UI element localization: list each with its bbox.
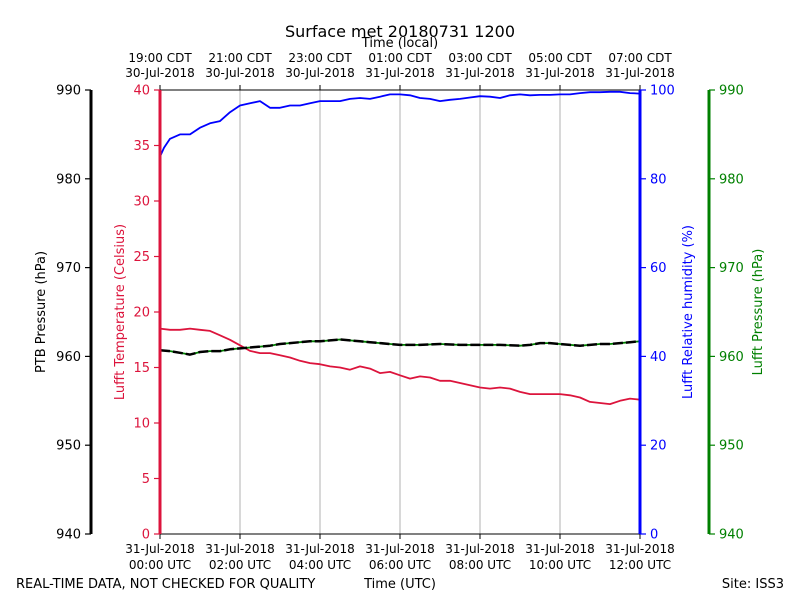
y-tick-label-lufft_p: 970 [719, 261, 744, 276]
x-top-tick-label-time: 21:00 CDT [208, 51, 272, 65]
x-top-tick-label-time: 03:00 CDT [448, 51, 512, 65]
y-tick-label-temp: 40 [133, 84, 150, 99]
x-top-tick-label-time: 05:00 CDT [528, 51, 592, 65]
x-top-tick-label-date: 30-Jul-2018 [125, 66, 195, 80]
x-tick-label-date: 31-Jul-2018 [285, 542, 355, 556]
footer-site: Site: ISS3 [722, 577, 784, 592]
chart-title: Surface met 20180731 1200 [285, 22, 515, 41]
y-tick-label-lufft_p: 940 [719, 528, 744, 543]
x-top-tick-label-time: 19:00 CDT [128, 51, 192, 65]
x-top-tick-label-date: 31-Jul-2018 [365, 66, 435, 80]
y-tick-label-temp: 20 [133, 306, 150, 321]
y-tick-label-ptb: 990 [56, 84, 81, 99]
y-tick-label-ptb: 970 [56, 261, 81, 276]
y-axis-label-temp: Lufft Temperature (Celsius) [113, 224, 128, 400]
y-tick-label-temp: 25 [133, 250, 150, 265]
x-tick-label-time: 06:00 UTC [369, 558, 431, 572]
series-line-lufft-relative-humidity [159, 90, 641, 157]
y-tick-label-temp: 30 [133, 195, 150, 210]
y-tick-label-rh: 20 [650, 439, 667, 454]
y-tick-label-temp: 10 [133, 417, 150, 432]
x-top-tick-label-date: 30-Jul-2018 [285, 66, 355, 80]
axes: 31-Jul-2018 00:00 UTC 31-Jul-2018 02:00 UTC… [34, 51, 766, 572]
x-tick-label-date: 31-Jul-2018 [605, 542, 675, 556]
y-tick-label-lufft_p: 960 [719, 350, 744, 365]
y-tick-label-lufft_p: 950 [719, 439, 744, 454]
y-tick-label-rh: 60 [650, 261, 667, 276]
series-line-lufft-temperature-celsius [159, 327, 641, 405]
x-top-tick-label-date: 31-Jul-2018 [445, 66, 515, 80]
x-tick-label-time: 08:00 UTC [449, 558, 511, 572]
y-tick-label-ptb: 950 [56, 439, 81, 454]
x-tick-label-time: 12:00 UTC [609, 558, 671, 572]
x-top-tick-label-date: 31-Jul-2018 [605, 66, 675, 80]
x-tick-label-time: 10:00 UTC [529, 558, 591, 572]
x-top-tick-label-date: 31-Jul-2018 [525, 66, 595, 80]
x-tick-label-time: 00:00 UTC [129, 558, 191, 572]
y-tick-label-ptb: 980 [56, 172, 81, 187]
x-tick-label-time: 04:00 UTC [289, 558, 351, 572]
y-axis-label-rh: Lufft Relative humidity (%) [681, 225, 696, 399]
y-tick-label-rh: 0 [650, 528, 658, 543]
x-tick-label-time: 02:00 UTC [209, 558, 271, 572]
y-axis-label-lufft_p: Lufft Pressure (hPa) [751, 249, 766, 376]
y-tick-label-rh: 40 [650, 350, 667, 365]
x-tick-label-date: 31-Jul-2018 [125, 542, 195, 556]
top-axis-label: Time (local) [361, 36, 438, 51]
x-top-tick-label-time: 23:00 CDT [288, 51, 352, 65]
x-top-tick-label-time: 01:00 CDT [368, 51, 432, 65]
x-tick-label-date: 31-Jul-2018 [205, 542, 275, 556]
grid-lines [239, 90, 561, 534]
x-top-tick-label-date: 30-Jul-2018 [205, 66, 275, 80]
x-axis-label: Time (UTC) [363, 577, 436, 592]
y-tick-label-temp: 0 [142, 528, 150, 543]
y-axis-label-ptb: PTB Pressure (hPa) [34, 251, 49, 373]
y-tick-label-rh: 100 [650, 84, 675, 99]
y-tick-label-ptb: 960 [56, 350, 81, 365]
y-tick-label-temp: 15 [133, 361, 150, 376]
series-line-ptb-pressure-hpa [159, 338, 641, 356]
series-lines [159, 90, 641, 405]
y-tick-label-ptb: 940 [56, 528, 81, 543]
x-tick-label-date: 31-Jul-2018 [445, 542, 515, 556]
x-tick-label-date: 31-Jul-2018 [525, 542, 595, 556]
y-tick-label-temp: 35 [133, 139, 150, 154]
y-tick-label-rh: 80 [650, 172, 667, 187]
x-tick-label-date: 31-Jul-2018 [365, 542, 435, 556]
y-tick-label-lufft_p: 980 [719, 172, 744, 187]
y-tick-label-lufft_p: 990 [719, 84, 744, 99]
x-top-tick-label-time: 07:00 CDT [608, 51, 672, 65]
y-tick-label-temp: 5 [142, 472, 150, 487]
footer-disclaimer: REAL-TIME DATA, NOT CHECKED FOR QUALITY [16, 577, 315, 592]
